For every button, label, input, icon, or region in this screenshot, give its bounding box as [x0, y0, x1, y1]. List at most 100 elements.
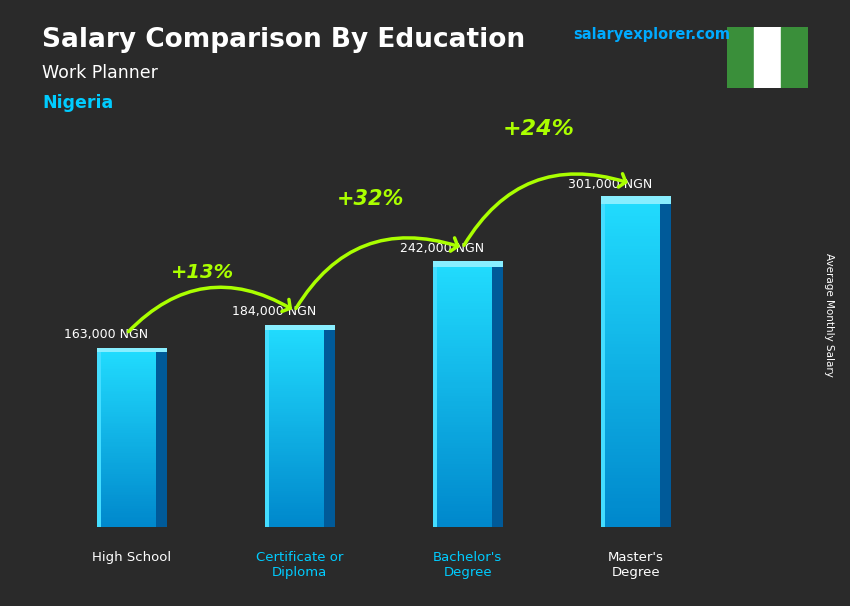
Bar — [601, 498, 660, 501]
Bar — [601, 426, 660, 429]
Bar — [601, 298, 660, 301]
Bar — [601, 347, 660, 350]
Bar — [434, 469, 492, 472]
Bar — [601, 252, 660, 256]
Bar — [601, 354, 660, 357]
Bar — [601, 242, 660, 245]
Bar — [265, 353, 324, 355]
Bar — [97, 428, 156, 430]
Bar — [601, 223, 660, 226]
Bar — [97, 453, 156, 454]
Bar — [97, 470, 156, 472]
Bar — [265, 365, 324, 367]
Bar — [265, 483, 324, 485]
Bar — [97, 403, 156, 405]
Bar — [97, 401, 156, 403]
Bar — [434, 338, 492, 341]
Bar — [265, 463, 324, 465]
Bar — [601, 272, 660, 275]
Bar — [601, 344, 660, 347]
Bar — [97, 373, 156, 375]
Bar — [265, 327, 269, 527]
Bar — [265, 521, 324, 523]
Bar — [265, 371, 324, 373]
Bar — [434, 335, 492, 338]
Bar — [434, 322, 492, 325]
Text: 242,000 NGN: 242,000 NGN — [400, 242, 484, 255]
Bar — [265, 375, 324, 377]
Bar — [601, 436, 660, 439]
Text: +13%: +13% — [171, 263, 234, 282]
Bar — [265, 425, 324, 427]
Bar — [265, 373, 324, 375]
Bar — [601, 521, 660, 524]
Bar — [601, 439, 660, 442]
Bar — [265, 405, 324, 407]
Bar — [97, 424, 156, 426]
Bar — [601, 301, 660, 305]
Bar — [265, 427, 324, 429]
Bar — [265, 435, 324, 437]
Bar — [265, 445, 324, 447]
Bar — [434, 319, 492, 322]
Bar — [434, 493, 492, 496]
Bar — [97, 421, 156, 422]
Bar — [97, 371, 156, 373]
Bar — [434, 377, 492, 380]
Bar — [265, 453, 324, 455]
Bar — [97, 350, 156, 351]
Bar — [434, 501, 492, 504]
Bar — [434, 343, 492, 345]
Bar — [601, 448, 660, 452]
Bar — [601, 207, 660, 210]
Bar — [601, 416, 660, 419]
Bar — [434, 308, 492, 311]
Bar — [601, 229, 660, 233]
Bar — [97, 370, 156, 371]
Bar — [265, 519, 324, 521]
Bar — [97, 351, 156, 353]
Bar — [601, 364, 660, 367]
Bar — [265, 379, 324, 381]
Bar — [97, 385, 156, 387]
Bar — [265, 471, 324, 473]
Bar — [265, 369, 324, 371]
Bar — [434, 419, 492, 422]
Bar — [97, 405, 156, 407]
Bar — [601, 324, 660, 327]
Bar — [265, 497, 324, 499]
Text: Salary Comparison By Education: Salary Comparison By Education — [42, 27, 525, 53]
Bar — [97, 442, 156, 444]
Bar — [434, 348, 492, 351]
Bar — [601, 508, 660, 511]
Bar — [434, 480, 492, 482]
Bar — [434, 506, 492, 509]
Bar — [265, 349, 324, 351]
Bar — [601, 200, 605, 527]
Bar — [660, 200, 671, 527]
Bar — [601, 262, 660, 265]
Bar — [97, 454, 156, 456]
Bar — [265, 441, 324, 443]
Bar — [434, 280, 492, 282]
Bar — [434, 301, 492, 304]
Bar — [434, 385, 492, 388]
Bar — [265, 399, 324, 401]
Bar — [265, 389, 324, 391]
Bar — [601, 210, 660, 213]
Bar — [601, 481, 660, 485]
Bar — [601, 338, 660, 341]
Bar — [601, 318, 660, 321]
Bar — [601, 419, 660, 422]
Bar — [97, 465, 156, 467]
Bar — [265, 457, 324, 459]
Text: +24%: +24% — [502, 119, 574, 139]
Bar — [601, 245, 660, 249]
Bar — [97, 399, 156, 401]
Bar — [434, 522, 492, 525]
Bar — [97, 384, 156, 385]
Bar — [265, 455, 324, 457]
Bar — [265, 501, 324, 503]
Bar — [97, 456, 156, 458]
Bar — [97, 447, 156, 449]
